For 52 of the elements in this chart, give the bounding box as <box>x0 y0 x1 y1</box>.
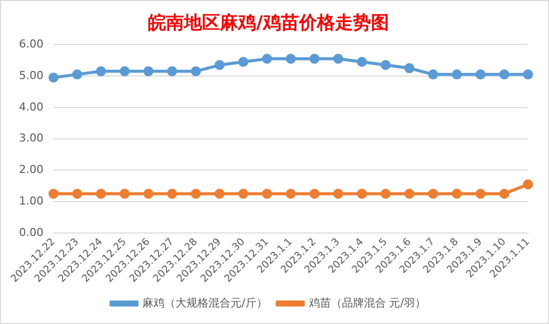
point <box>214 188 225 199</box>
point <box>476 69 486 80</box>
point <box>428 69 438 80</box>
point <box>356 56 367 67</box>
point <box>262 188 272 199</box>
point <box>333 54 344 64</box>
point <box>143 188 154 199</box>
point <box>476 188 486 199</box>
point <box>96 188 106 199</box>
point <box>428 188 438 199</box>
point <box>499 69 510 80</box>
point <box>404 188 414 199</box>
point <box>499 188 510 199</box>
point <box>48 188 58 199</box>
point <box>167 66 178 76</box>
chart-title: 皖南地区麻鸡/鸡苗价格走势图 <box>148 12 389 34</box>
point <box>452 69 462 80</box>
point <box>48 72 58 83</box>
point <box>167 188 178 199</box>
point <box>238 56 248 67</box>
point <box>96 66 106 76</box>
y-tick-label: 6.00 <box>18 37 44 50</box>
point <box>523 179 533 190</box>
point <box>120 188 130 199</box>
point <box>333 188 344 199</box>
point <box>190 188 201 199</box>
y-tick-label: 0.00 <box>18 226 44 239</box>
point <box>286 188 296 199</box>
legend-label: 鸡苗（品牌混合 元/羽） <box>308 296 426 310</box>
y-tick-label: 1.00 <box>18 194 44 208</box>
point <box>72 69 82 80</box>
point <box>262 54 272 64</box>
point <box>214 60 225 70</box>
point <box>309 54 320 64</box>
point <box>452 188 462 199</box>
y-tick-label: 3.00 <box>18 132 44 145</box>
point <box>404 63 414 74</box>
y-tick-label: 4.00 <box>18 100 44 114</box>
point <box>286 54 296 64</box>
point <box>309 188 320 199</box>
point <box>380 60 391 70</box>
point <box>190 66 201 76</box>
legend-label: 麻鸡（大规格混合元/斤） <box>142 296 268 310</box>
point <box>120 66 130 76</box>
y-tick-label: 2.00 <box>18 163 44 176</box>
point <box>143 66 154 76</box>
y-tick-label: 5.00 <box>18 68 44 82</box>
point <box>238 188 248 199</box>
point <box>356 188 367 199</box>
point <box>380 188 391 199</box>
point <box>523 69 533 80</box>
point <box>72 188 82 199</box>
